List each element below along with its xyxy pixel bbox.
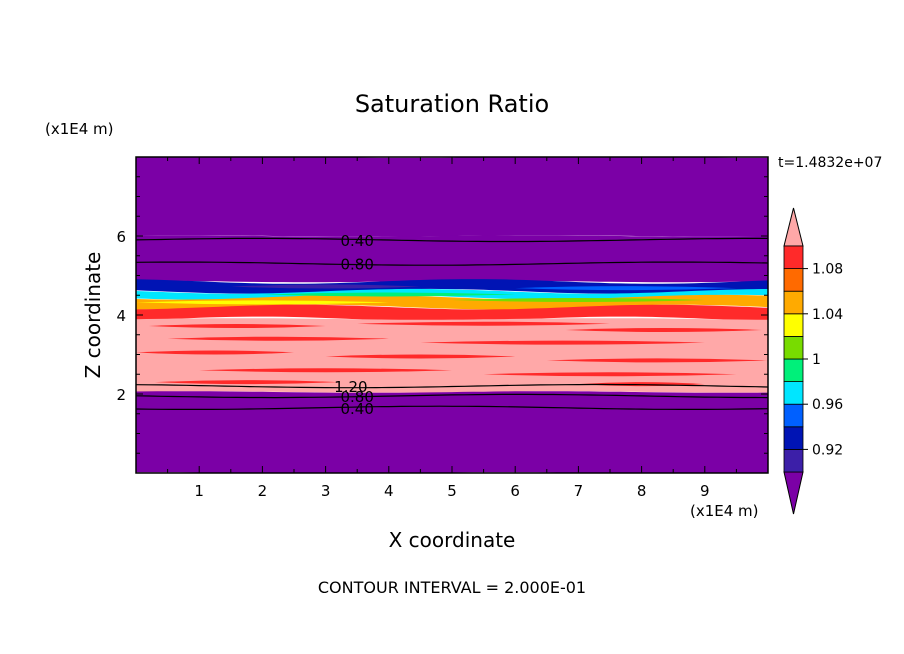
colorbar-labels: 0.92 0.96 1 1.04 1.08 — [812, 262, 843, 459]
x-tick-label: 4 — [384, 482, 394, 500]
contour-line — [136, 237, 768, 243]
contour-plot-area — [136, 157, 768, 473]
filament-streak — [148, 324, 326, 329]
filament-streak — [167, 336, 389, 341]
colorbar-tick-label: 1.08 — [812, 262, 843, 278]
x-tick-label: 8 — [637, 482, 647, 500]
filament-streak — [325, 354, 516, 359]
contour-band — [136, 157, 768, 237]
colorbar-swatch — [783, 290, 804, 315]
colorbar-swatch — [783, 358, 804, 383]
colorbar-swatch — [783, 268, 804, 292]
color-bands — [136, 157, 768, 473]
x-tick-label: 1 — [194, 482, 204, 500]
contour-labels: 0.400.801.200.800.40 — [334, 232, 374, 418]
y-tick-labels: 2 4 6 — [116, 228, 126, 404]
y-tick-label: 6 — [116, 228, 126, 246]
filament-streak — [262, 292, 516, 297]
contour-label: 0.40 — [340, 232, 373, 250]
contour-line — [136, 383, 768, 389]
chart-title: Saturation Ratio — [355, 90, 549, 118]
filament-streaks — [136, 284, 768, 387]
filament-streak — [230, 284, 421, 289]
contour-band — [136, 235, 768, 283]
colorbar-swatch — [783, 403, 804, 428]
x-tick-labels: 1 2 3 4 5 6 7 8 9 — [194, 482, 709, 500]
colorbar-tick-label: 1 — [812, 352, 821, 368]
colorbar-tick-label: 0.92 — [812, 442, 843, 458]
colorbar-swatch — [783, 245, 804, 270]
x-tick-label: 3 — [321, 482, 331, 500]
filament-streak — [357, 321, 610, 326]
filament-streak — [420, 340, 705, 345]
colorbar — [783, 207, 808, 515]
y-unit-label: (x1E4 m) — [45, 120, 114, 138]
filament-streak — [565, 328, 762, 333]
timestamp-label: t=1.4832e+07 — [778, 155, 882, 171]
x-unit-label: (x1E4 m) — [690, 502, 759, 520]
contour-lines — [136, 237, 768, 410]
filament-streak — [546, 358, 768, 363]
contour-label: 0.40 — [340, 400, 373, 418]
x-tick-label: 6 — [510, 482, 520, 500]
colorbar-swatch — [783, 335, 804, 360]
x-tick-label: 7 — [574, 482, 584, 500]
x-axis-label: X coordinate — [389, 528, 516, 552]
contour-label: 1.20 — [334, 378, 367, 396]
colorbar-swatch — [783, 448, 804, 473]
y-tick-label: 4 — [116, 307, 126, 325]
contour-band — [136, 304, 768, 322]
filament-streak — [452, 297, 705, 302]
contour-line — [136, 393, 768, 399]
colorbar-lower-extend — [783, 471, 804, 515]
contour-line — [136, 405, 768, 410]
colorbar-tick-label: 0.96 — [812, 397, 843, 413]
filament-streak — [515, 286, 737, 291]
contour-label: 0.80 — [340, 388, 373, 406]
contour-band — [136, 391, 768, 473]
y-axis-label: Z coordinate — [81, 252, 105, 379]
filament-streak — [483, 372, 737, 377]
filament-streak — [136, 350, 294, 355]
x-tick-label: 5 — [447, 482, 457, 500]
x-tick-label: 9 — [700, 482, 710, 500]
x-tick-label: 2 — [258, 482, 268, 500]
colorbar-upper-extend — [783, 207, 804, 247]
filament-streak — [136, 300, 389, 305]
colorbar-tick-label: 1.04 — [812, 307, 843, 323]
colorbar-swatch — [783, 313, 804, 337]
contour-interval-note: CONTOUR INTERVAL = 2.000E-01 — [318, 578, 586, 597]
contour-line — [136, 261, 768, 266]
filament-streak — [199, 368, 452, 373]
filament-streak — [154, 380, 339, 385]
colorbar-swatch — [783, 426, 804, 450]
axis-ticks — [135, 156, 769, 474]
y-tick-label: 2 — [116, 386, 126, 404]
colorbar-swatch — [783, 381, 804, 405]
contour-label: 0.80 — [340, 256, 373, 274]
